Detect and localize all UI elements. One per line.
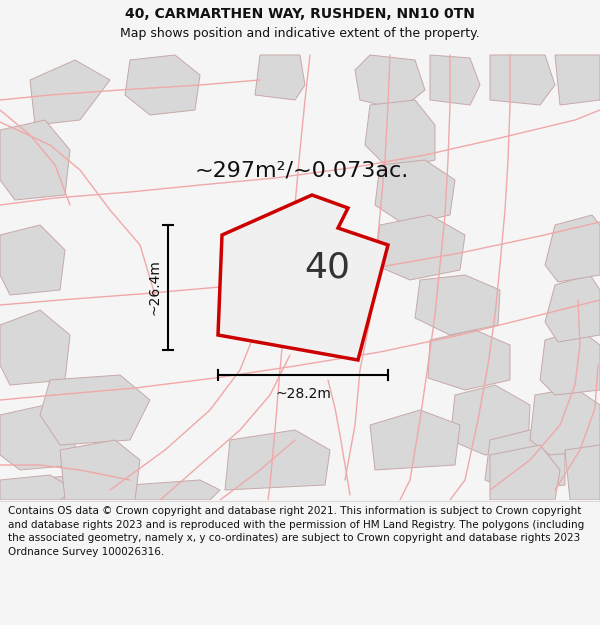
Polygon shape [555, 55, 600, 105]
Text: ~26.4m: ~26.4m [147, 259, 161, 316]
Polygon shape [255, 55, 305, 100]
Polygon shape [355, 55, 425, 110]
Polygon shape [30, 60, 110, 125]
Polygon shape [545, 215, 600, 282]
Text: ~297m²/~0.073ac.: ~297m²/~0.073ac. [195, 160, 409, 180]
Polygon shape [125, 55, 200, 115]
Polygon shape [365, 100, 435, 170]
Polygon shape [40, 375, 150, 445]
Polygon shape [545, 275, 600, 342]
Text: 40: 40 [304, 251, 350, 285]
Text: Contains OS data © Crown copyright and database right 2021. This information is : Contains OS data © Crown copyright and d… [8, 506, 584, 557]
Polygon shape [0, 225, 65, 295]
Polygon shape [0, 475, 115, 500]
Polygon shape [490, 445, 560, 500]
Polygon shape [530, 388, 600, 455]
Polygon shape [0, 310, 70, 385]
Text: 40, CARMARTHEN WAY, RUSHDEN, NN10 0TN: 40, CARMARTHEN WAY, RUSHDEN, NN10 0TN [125, 7, 475, 21]
Polygon shape [565, 445, 600, 500]
Polygon shape [0, 120, 70, 200]
Polygon shape [485, 430, 565, 490]
Polygon shape [0, 475, 75, 500]
Polygon shape [60, 440, 140, 500]
Polygon shape [375, 215, 465, 280]
Polygon shape [490, 55, 555, 105]
Polygon shape [430, 55, 480, 105]
Polygon shape [415, 275, 500, 335]
Polygon shape [540, 330, 600, 395]
Text: ~28.2m: ~28.2m [275, 387, 331, 401]
Text: Map shows position and indicative extent of the property.: Map shows position and indicative extent… [120, 28, 480, 41]
Polygon shape [0, 405, 75, 470]
Polygon shape [218, 195, 388, 360]
Polygon shape [375, 160, 455, 225]
Polygon shape [120, 480, 220, 500]
Polygon shape [450, 385, 530, 455]
Polygon shape [225, 430, 330, 490]
Polygon shape [370, 410, 460, 470]
Polygon shape [428, 330, 510, 390]
